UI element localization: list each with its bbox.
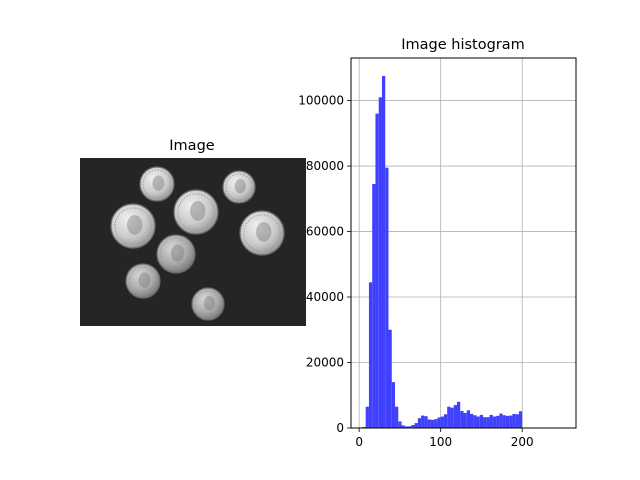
y-tick-label: 100000 [298,94,344,108]
y-tick-label: 80000 [306,159,344,173]
histogram-bar [492,416,497,428]
coin-relief [234,179,246,194]
histogram-bar [453,405,457,428]
histogram-bar [489,414,493,428]
histogram-bar [470,413,474,428]
histogram-bar [483,417,487,428]
histogram-title: Image histogram [401,37,525,53]
histogram-bar [378,97,382,428]
histogram-ticks: 0 100 200 0 20000 40000 60000 80000 100000 [298,94,533,449]
histogram-bar [372,184,376,428]
histogram-bar [486,417,490,428]
image-title: Image [169,138,214,154]
histogram-bar [473,415,477,428]
histogram-bar [515,414,519,428]
coin-disc [173,189,219,235]
coin-rim [225,173,253,201]
histogram-bar [368,282,373,428]
coin-dime [125,263,161,299]
histogram-bar [411,425,415,428]
coin-relief [203,296,215,311]
histogram-bar [430,419,435,428]
histogram-bar [395,406,399,428]
histogram-bar [505,415,510,428]
histogram-bar [496,415,500,428]
histogram-bar [502,415,506,428]
histogram-bar [417,418,422,428]
coin-quarter [239,210,285,256]
histogram-bar [450,407,454,428]
x-tick-label: 100 [429,435,452,449]
coin-rim [114,207,152,245]
coins-group [110,166,285,321]
histogram-bar [512,413,516,428]
coin-disc [156,234,196,274]
coin-disc [125,263,161,299]
histogram-bar [365,406,369,428]
coin-relief [127,215,143,235]
coin-relief [190,201,206,221]
coin-relief [170,244,185,262]
coin-disc [191,287,225,321]
histogram-bar [499,413,503,428]
coin-rim [128,266,158,296]
histogram-bar [456,401,461,428]
histogram-bar [447,406,451,428]
histogram-bar [388,329,392,428]
coin-rim [243,214,281,252]
histogram-axes-frame [350,57,577,429]
histogram-bar [385,167,389,429]
coin-disc [239,210,285,256]
histogram-bar [408,426,412,428]
histogram-bar [434,419,438,428]
coin-dime [156,234,196,274]
y-tick-label: 40000 [306,290,344,304]
coin-dime [191,287,225,321]
coin-quarter [110,203,156,249]
coin-quarter [139,166,175,202]
y-tick-label: 0 [336,421,344,435]
histogram-bar [440,416,444,428]
coin-relief [138,272,151,288]
coin-disc [110,203,156,249]
coin-rim [194,290,222,318]
y-tick-label: 20000 [306,356,344,370]
image-panel: Image [80,138,306,326]
coin-rim [142,169,172,199]
y-tick-label: 60000 [306,225,344,239]
coin-relief [256,222,272,242]
histogram-bar [381,76,386,428]
coin-disc [222,170,256,204]
histogram-bar [391,382,396,428]
histogram-bar [375,113,379,428]
histogram-bar [398,421,402,428]
coin-disc [139,166,175,202]
coin-quarter [173,189,219,235]
histogram-bar [404,426,409,428]
coin-relief [152,175,165,191]
histogram-bar [463,412,467,428]
histogram-bars [362,76,523,429]
coin-rim [160,238,192,270]
histogram-bar [476,416,480,428]
coin-quarter [222,170,256,204]
histogram-bar [424,416,428,428]
histogram-bar [460,410,464,428]
histogram-bar [518,411,523,428]
histogram-bar [443,414,448,428]
coin-rim [177,193,215,231]
histogram-bar [401,425,405,428]
histogram-bar [421,415,425,428]
histogram-bar [509,415,513,428]
histogram-bar [414,423,418,428]
histogram-bar [427,419,431,428]
histogram-bar [479,414,484,428]
histogram-panel: Image histogram 0 100 200 0 20000 40000 60000 8… [298,37,577,449]
x-tick-label: 0 [355,435,363,449]
x-tick-label: 200 [511,435,534,449]
histogram-bar [437,417,441,428]
histogram-bar [466,410,471,428]
